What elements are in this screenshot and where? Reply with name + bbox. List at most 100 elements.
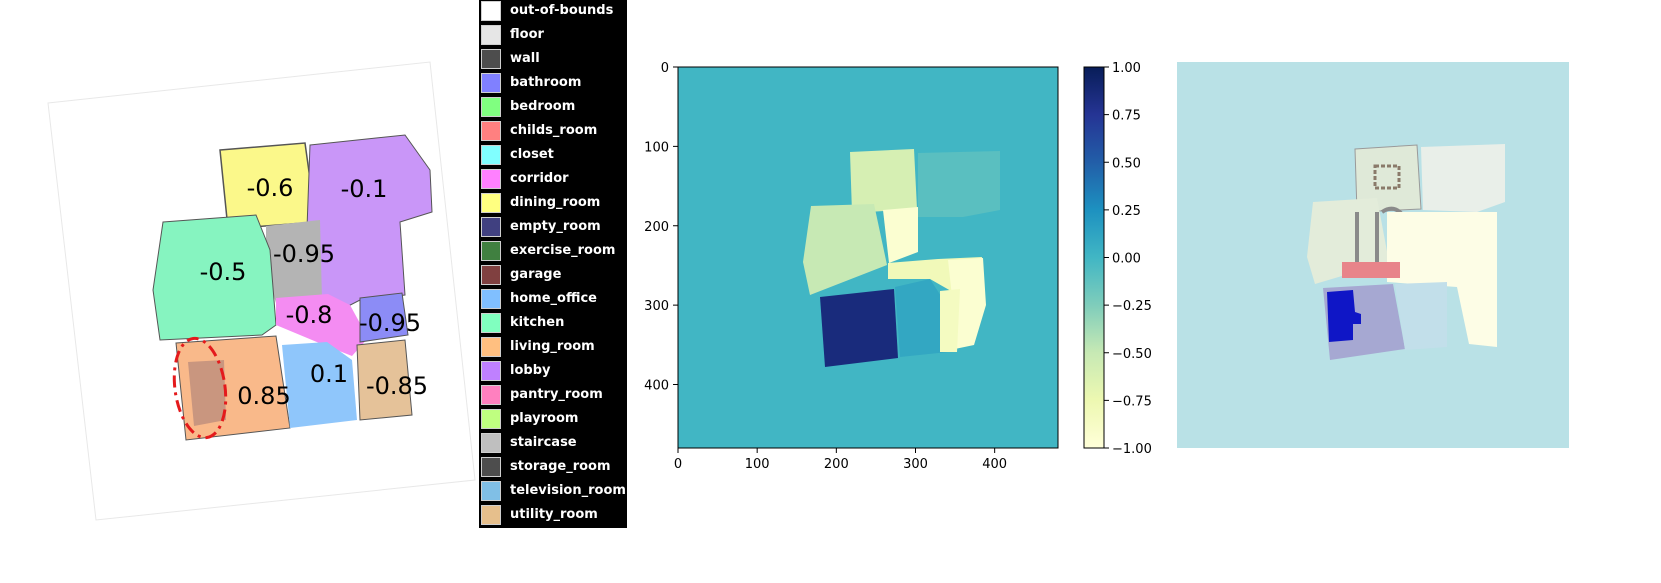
floorplan-svg: -0.6 -0.1 -0.95 -0.5 -0.8 -0.95 0.85 0.1… [47,61,476,521]
room-bathroom [359,292,409,343]
y-tick-label: 100 [644,140,669,155]
legend-swatch [481,73,501,93]
colorbar-tick-label: 0.25 [1112,204,1141,219]
colorbar-tick-label: 0.00 [1112,252,1141,267]
legend-item: playroom [479,408,627,432]
heatmap-region [895,279,948,357]
legend-swatch [481,169,501,189]
legend-swatch [481,361,501,381]
legend-label: television_room [510,483,626,498]
room-value-label: 0.1 [310,360,348,388]
legend-swatch [481,313,501,333]
legend-label: bathroom [510,75,582,90]
legend-swatch [481,433,501,453]
legend-label: staircase [510,435,577,450]
colorbar-tick-label: 0.50 [1112,156,1141,171]
legend-item: bathroom [479,72,627,96]
legend-item: exercise_room [479,240,627,264]
x-axis: 0 100 200 300 400 [674,448,1007,472]
heatmap-region [820,289,898,367]
legend-label: storage_room [510,459,611,474]
legend-swatch [481,505,501,525]
legend-label: playroom [510,411,579,426]
colorbar-tick-label: −1.00 [1112,442,1152,457]
legend-item: out-of-bounds [479,0,627,24]
y-tick-label: 300 [644,299,669,314]
colorbar [1083,66,1105,449]
legend-item: kitchen [479,312,627,336]
legend-item: lobby [479,360,627,384]
legend-swatch [481,25,501,45]
legend-item: floor [479,24,627,48]
legend-swatch [481,241,501,261]
room-value-label: -0.95 [273,240,335,268]
legend-label: out-of-bounds [510,3,614,18]
x-tick-label: 0 [674,457,682,472]
room-value-label: -0.5 [200,258,247,286]
legend-label: corridor [510,171,569,186]
legend-swatch [481,97,501,117]
legend-item: dining_room [479,192,627,216]
legend-label: dining_room [510,195,601,210]
room-utility-room [356,339,413,421]
legend-label: pantry_room [510,387,603,402]
legend-swatch [481,145,501,165]
room-value-label: -0.1 [341,175,388,203]
x-tick-label: 100 [745,457,770,472]
legend-swatch [481,1,501,21]
legend-label: home_office [510,291,598,306]
colorbar-tick-label: −0.25 [1112,299,1152,314]
legend-item: bedroom [479,96,627,120]
room-home-office [282,342,357,428]
legend-swatch [481,121,501,141]
room-staircase [266,220,322,303]
colorbar-tick-label: −0.75 [1112,394,1152,409]
room-value-label: -0.6 [247,174,294,202]
overlay-room-light [1387,212,1497,347]
legend-item: childs_room [479,120,627,144]
legend-swatch [481,409,501,429]
legend-item: empty_room [479,216,627,240]
legend-swatch [481,457,501,477]
overlay-furniture [1373,164,1401,190]
heatmap-region [883,207,918,263]
heatmap-region [803,204,887,295]
colorbar-tick-label: 1.00 [1112,61,1141,76]
legend-item: staircase [479,432,627,456]
overlay-room-office [1395,282,1447,350]
legend-item: home_office [479,288,627,312]
colorbar-tick-label: 0.75 [1112,109,1141,124]
legend-label: exercise_room [510,243,616,258]
y-tick-label: 0 [661,61,669,76]
overlay-svg [1177,62,1569,448]
highlight-ellipse [172,336,228,440]
legend-item: storage_room [479,456,627,480]
legend-label: empty_room [510,219,601,234]
legend-swatch [481,481,501,501]
heatmap-region [940,289,960,352]
room-corridor [276,294,368,356]
legend-label: wall [510,51,540,66]
legend-swatch [481,289,501,309]
room-value-label: -0.95 [359,309,421,337]
overlay-highlight-region [1327,290,1361,342]
colorbar-tick-label: −0.50 [1112,347,1152,362]
legend-swatch [481,265,501,285]
legend-swatch [481,337,501,357]
living-room-furniture [188,360,226,426]
legend-swatch [481,217,501,237]
legend-label: lobby [510,363,551,378]
legend-label: floor [510,27,544,42]
heatmap-region [850,149,917,213]
x-tick-label: 400 [982,457,1007,472]
heatmap-svg: 0 100 200 300 400 0 100 200 300 400 1.00 0.75 0.50… [644,61,1152,472]
legend-item: living_room [479,336,627,360]
y-axis: 0 100 200 300 400 [644,61,678,394]
legend-label: childs_room [510,123,598,138]
legend-item: television_room [479,480,627,504]
y-tick-label: 200 [644,220,669,235]
room-value-label: -0.85 [366,372,428,400]
legend-label: kitchen [510,315,565,330]
y-tick-label: 400 [644,379,669,394]
legend-item: garage [479,264,627,288]
